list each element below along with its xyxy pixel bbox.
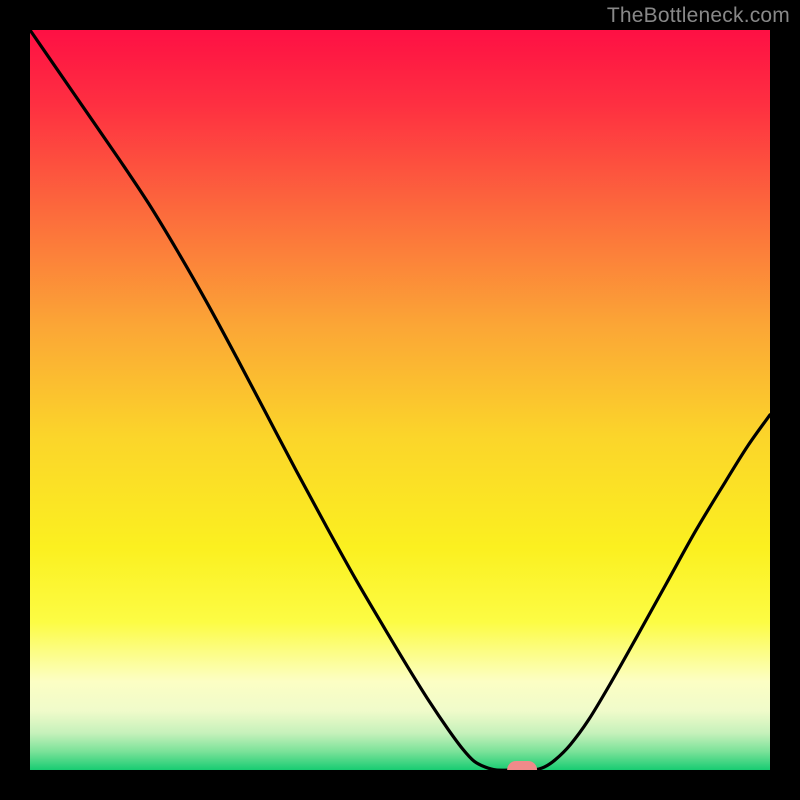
chart-border <box>0 770 800 800</box>
gradient-background <box>30 30 770 770</box>
chart-container: TheBottleneck.com <box>0 0 800 800</box>
chart-border <box>770 0 800 800</box>
watermark-text: TheBottleneck.com <box>607 4 790 28</box>
bottleneck-chart <box>0 0 800 800</box>
chart-border <box>0 0 30 800</box>
